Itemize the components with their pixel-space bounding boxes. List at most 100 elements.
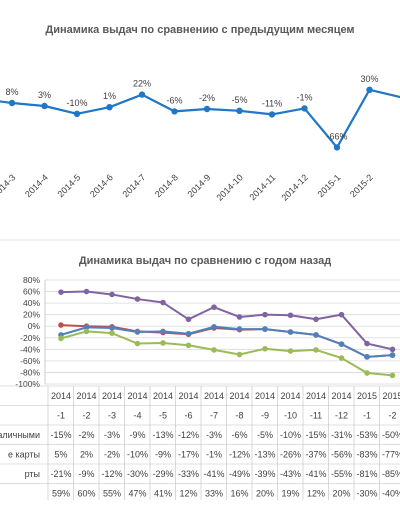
chart2-point xyxy=(338,311,345,318)
chart1-point xyxy=(268,111,276,118)
table-header-month: -7 xyxy=(210,411,218,421)
table-cell: -6% xyxy=(231,430,247,440)
table-cell: -15% xyxy=(305,430,326,440)
table-header-month: -6 xyxy=(184,411,192,421)
table-header-month: -5 xyxy=(159,411,167,421)
table-cell: -43% xyxy=(280,469,301,479)
chart2-point xyxy=(313,316,319,323)
table-cell: -55% xyxy=(331,469,352,479)
chart1-x-tick-label: 2014-4 xyxy=(23,172,50,199)
table-cell: -5% xyxy=(257,430,273,440)
table-cell: 20% xyxy=(256,489,274,499)
table-header-year: 2014 xyxy=(280,391,300,401)
chart2-point xyxy=(211,304,217,310)
table-cell: 16% xyxy=(230,489,248,499)
chart2-point xyxy=(262,326,268,332)
table-cell: 5% xyxy=(54,450,67,460)
chart1-point xyxy=(41,102,48,110)
table-header-year: 2014 xyxy=(306,391,326,401)
chart2-data-table: 2014 2014 2014 2014 2014 2014 2014 2014 2014 2014… xyxy=(0,385,400,504)
chart1-title: Динамика выдач по сравнению с предыдущим… xyxy=(45,24,354,36)
chart2-y-tick-label: -80% xyxy=(20,367,40,377)
chart2-y-tick-label: -100% xyxy=(15,379,40,389)
table-header-year: 2014 xyxy=(178,391,198,401)
table-header-year: 2015 xyxy=(357,391,377,401)
chart2-point xyxy=(262,311,268,318)
table-header-month: -9 xyxy=(261,411,269,421)
chart2-point xyxy=(338,355,345,361)
chart2-series-line xyxy=(60,290,393,351)
chart1-point xyxy=(203,105,211,113)
table-cell: -41% xyxy=(203,469,224,479)
chart1-point xyxy=(171,108,178,115)
chart1-data-label: -6% xyxy=(166,95,182,105)
table-cell: -40% xyxy=(382,489,400,499)
chart1-plot: 8% 3% -10% 1% 22% -6% -2% -5% -11% -1% -66% 30% 2014… xyxy=(0,74,400,203)
table-header-month: -4 xyxy=(133,411,141,421)
table-series-name: наличными xyxy=(0,430,40,440)
table-cell: 47% xyxy=(128,489,146,499)
table-cell: 12% xyxy=(307,489,325,499)
table-header-month: -10 xyxy=(284,411,297,421)
table-cell: -9% xyxy=(155,450,171,460)
table-cell: -31% xyxy=(331,430,352,440)
chart2-series-line xyxy=(60,325,393,358)
table-series-name: е карты xyxy=(8,450,40,460)
table-header-month: -3 xyxy=(108,411,116,421)
table-cell: -17% xyxy=(178,450,199,460)
chart1-data-label: -10% xyxy=(66,98,87,108)
chart2-point xyxy=(313,332,319,338)
chart2-point xyxy=(364,340,370,347)
chart1-point xyxy=(73,110,81,118)
table-cell: -49% xyxy=(229,469,250,479)
chart2-point xyxy=(313,347,319,353)
chart2-series-line xyxy=(60,330,393,377)
table-cell: -85% xyxy=(382,469,400,479)
chart2-point xyxy=(160,340,166,346)
table-cell: -21% xyxy=(50,469,71,479)
chart1-x-tick-label: 2014-8 xyxy=(153,172,180,199)
chart2-point xyxy=(287,312,294,319)
chart1-point xyxy=(8,99,16,107)
table-cell: 12% xyxy=(179,489,197,499)
table-cell: 33% xyxy=(205,489,223,499)
table-cell: 19% xyxy=(281,489,299,499)
chart2-point xyxy=(160,328,166,335)
table-header-year: 2014 xyxy=(229,391,249,401)
table-cell: -30% xyxy=(127,469,148,479)
chart1-x-tick-label: 2015-2 xyxy=(348,172,375,199)
table-cell: 60% xyxy=(77,489,95,499)
chart2-y-tick-label: 20% xyxy=(23,310,40,320)
chart2-point xyxy=(109,330,115,336)
table-cell: 55% xyxy=(103,489,121,499)
chart1-data-label: -11% xyxy=(262,98,282,108)
chart2-plot: 80% 60%40% 20%0% -20%-40% -60%-80% -100% xyxy=(15,275,400,389)
table-header-month: -2 xyxy=(82,411,90,421)
chart1-x-tick-label: 2014-10 xyxy=(214,172,244,202)
chart2-point xyxy=(389,352,396,358)
table-cell: -9% xyxy=(78,469,94,479)
table-cell: -10% xyxy=(280,430,301,440)
chart1-data-label: 30% xyxy=(360,74,378,84)
chart2-point xyxy=(134,340,141,347)
table-header-year: 2014 xyxy=(102,391,122,401)
table-cell: -2% xyxy=(78,430,94,440)
table-cell: -15% xyxy=(50,430,71,440)
table-cell: -37% xyxy=(305,450,326,460)
chart2-point xyxy=(83,324,90,331)
chart1-point xyxy=(138,91,146,98)
chart2-point xyxy=(185,342,192,349)
chart2-point xyxy=(287,329,294,335)
chart1-data-label: -1% xyxy=(296,92,312,102)
table-header-month: -1 xyxy=(57,411,65,421)
table-header-month: -2 xyxy=(388,411,396,421)
chart2-y-tick-label: 40% xyxy=(23,298,40,308)
chart1-point xyxy=(301,105,308,112)
chart2-point xyxy=(134,329,141,335)
table-header-year: 2014 xyxy=(76,391,96,401)
table-cell: -30% xyxy=(356,489,377,499)
chart1-data-label: 8% xyxy=(5,87,18,97)
table-header-year: 2014 xyxy=(51,391,71,401)
chart2-point xyxy=(185,330,192,337)
chart2-title: Динамика выдач по сравнению с годом наза… xyxy=(79,255,331,267)
